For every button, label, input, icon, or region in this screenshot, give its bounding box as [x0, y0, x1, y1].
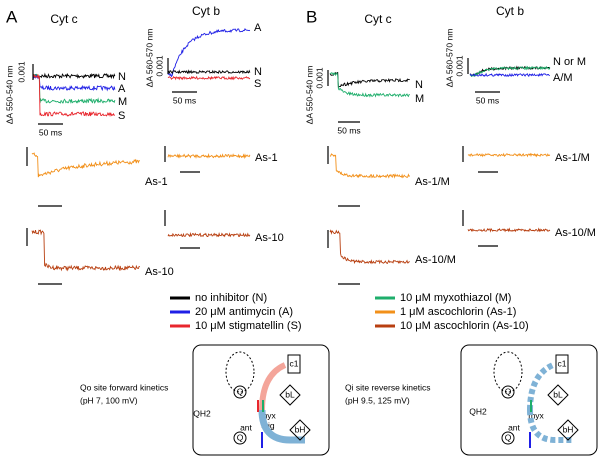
trace	[32, 74, 115, 118]
schematic-label: bH	[563, 424, 574, 434]
trace	[329, 71, 410, 89]
legend-label: 10 μM myxothiazol (M)	[400, 292, 511, 304]
column-title: Cyt b	[496, 4, 524, 18]
trace-label: A	[254, 22, 262, 34]
trace	[31, 229, 140, 272]
schematic-label: Q	[237, 386, 244, 396]
y-axis-label: ΔA 560-570 nm	[144, 29, 154, 88]
trace-label: N or M	[553, 56, 586, 68]
trace	[167, 153, 251, 160]
trace-label: As-10	[255, 232, 284, 244]
schematic-label: c1	[290, 358, 299, 368]
trace	[167, 28, 251, 78]
schematic-label: Q	[505, 386, 512, 396]
legend-label: 10 μM ascochlorin (As-10)	[400, 320, 529, 332]
trace	[467, 152, 551, 158]
column-title: Cyt c	[364, 12, 391, 26]
legend-label: no inhibitor (N)	[195, 292, 267, 304]
schematic	[192, 344, 598, 456]
trace-label: N	[118, 71, 126, 83]
schematic-label: bL	[553, 389, 563, 399]
trace	[329, 229, 410, 265]
trace	[329, 71, 410, 98]
schematic-label: Q	[237, 432, 244, 442]
trace	[329, 153, 411, 179]
trace	[167, 69, 251, 75]
legend-label: 10 μM stigmatellin (S)	[195, 320, 302, 332]
column-title: Cyt b	[192, 4, 220, 18]
trace-label: S	[254, 78, 261, 90]
scale-label: 0.001	[454, 55, 464, 77]
trace	[469, 65, 551, 78]
scale-label: 0.001	[16, 61, 26, 83]
scale-label: 0.001	[154, 55, 164, 77]
y-axis-label: ΔA 550-540 nm	[4, 66, 14, 125]
panel-letter: A	[6, 7, 18, 26]
trace-label: S	[118, 110, 125, 122]
trace	[32, 73, 116, 104]
trace-label: M	[118, 96, 127, 108]
schematic-label: c1	[558, 358, 567, 368]
trace-label: A/M	[553, 72, 573, 84]
schematic-label: QH2	[469, 406, 487, 416]
time-label: 50 ms	[476, 95, 499, 105]
schematic-caption: Qi site reverse kinetics	[345, 382, 431, 392]
trace-label: As-1	[255, 152, 278, 164]
panel-letter: B	[306, 7, 317, 26]
trace-label: A	[118, 83, 126, 95]
schematic-label: myx	[260, 410, 276, 420]
trace	[32, 72, 116, 80]
schematic-caption: Qo site forward kinetics	[80, 382, 168, 392]
trace	[167, 75, 251, 81]
schematic-label: ant	[508, 422, 520, 432]
schematic-label: bL	[285, 389, 295, 399]
legend-label: 20 μM antimycin (A)	[195, 306, 293, 318]
time-label: 50 ms	[337, 125, 360, 135]
trace-label: As-10/M	[415, 254, 456, 266]
trace-label: As-1/M	[415, 176, 450, 188]
schematic-label: myx	[528, 410, 544, 420]
scale-label: 0.001	[314, 67, 324, 89]
y-axis-label: ΔA 560-570 nm	[444, 29, 454, 88]
trace-label: N	[415, 79, 423, 91]
trace-label: M	[415, 93, 424, 105]
column-title: Cyt c	[50, 12, 77, 26]
trace-label: As-10/M	[555, 227, 596, 239]
schematic-label: ant	[240, 422, 252, 432]
legend-label: 1 μM ascochlorin (As-1)	[400, 306, 516, 318]
time-label: 50 ms	[173, 95, 196, 105]
trace	[32, 73, 116, 92]
time-label: 50 ms	[39, 127, 62, 137]
trace-label: As-1/M	[555, 152, 590, 164]
trace-label: N	[254, 66, 262, 78]
trace	[469, 72, 550, 77]
schematic-label: Q	[505, 432, 512, 442]
y-axis-label: ΔA 550-540 nm	[304, 66, 314, 125]
schematic-label: bH	[295, 424, 306, 434]
trace	[167, 231, 251, 238]
trace	[31, 152, 140, 178]
schematic-caption: (pH 7, 100 mV)	[80, 395, 138, 405]
trace-label: As-10	[145, 266, 174, 278]
schematic-label: QH2	[193, 408, 211, 418]
trace-label: As-1	[145, 176, 168, 188]
trace	[467, 227, 551, 233]
trace	[469, 65, 551, 78]
schematic-caption: (pH 9.5, 125 mV)	[345, 395, 410, 405]
